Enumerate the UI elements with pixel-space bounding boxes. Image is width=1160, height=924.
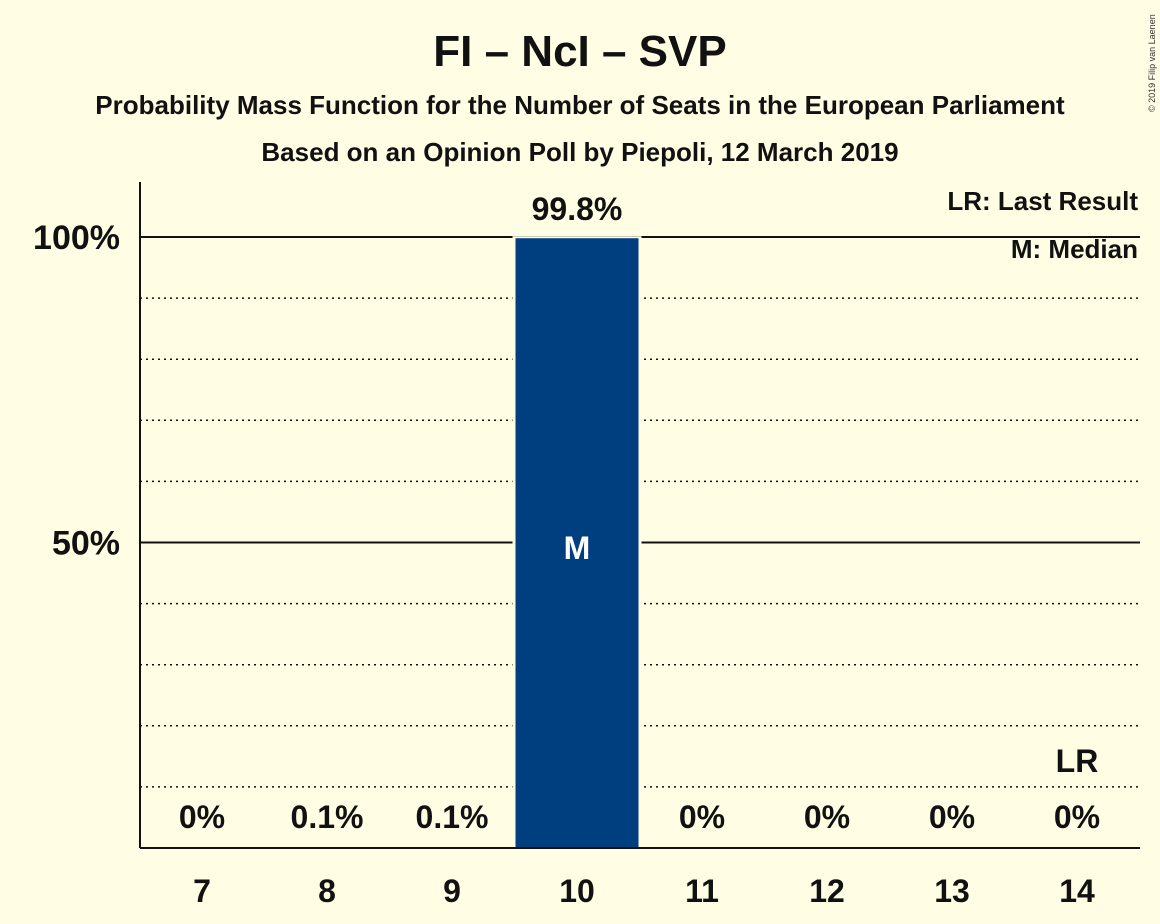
bar-value-label: 0% bbox=[804, 799, 850, 835]
bar-value-label: 0.1% bbox=[291, 799, 364, 835]
chart-subtitle: Probability Mass Function for the Number… bbox=[95, 90, 1065, 120]
x-axis-ticks: 7 8 9 10 11 12 13 14 bbox=[193, 873, 1095, 909]
value-labels: 0% 0.1% 0.1% 99.8% M 0% 0% 0% 0% LR bbox=[179, 191, 1100, 835]
median-marker: M bbox=[564, 530, 591, 566]
bar-value-label: 0% bbox=[929, 799, 975, 835]
bar-value-label: 0.1% bbox=[416, 799, 489, 835]
chart-source: Based on an Opinion Poll by Piepoli, 12 … bbox=[261, 137, 898, 167]
bar-value-label: 0% bbox=[1054, 799, 1100, 835]
bars bbox=[265, 236, 642, 849]
legend-median: M: Median bbox=[1011, 234, 1138, 264]
x-tick-label: 9 bbox=[443, 873, 461, 909]
bar-value-label: 0% bbox=[179, 799, 225, 835]
x-tick-label: 8 bbox=[318, 873, 336, 909]
chart-title: FI – NcI – SVP bbox=[433, 27, 726, 76]
x-tick-label: 11 bbox=[685, 873, 719, 909]
copyright-text: © 2019 Filip van Laenen bbox=[1147, 14, 1157, 112]
bar bbox=[515, 238, 639, 849]
y-tick-label: 100% bbox=[33, 219, 120, 257]
x-tick-label: 14 bbox=[1059, 873, 1095, 909]
legend-last-result: LR: Last Result bbox=[947, 186, 1138, 216]
y-tick-label: 50% bbox=[52, 525, 120, 563]
bar-value-label: 0% bbox=[679, 799, 725, 835]
x-tick-label: 13 bbox=[934, 873, 970, 909]
bar-value-label: 99.8% bbox=[532, 191, 623, 227]
y-axis-ticks: 50% 100% bbox=[33, 219, 120, 563]
x-tick-label: 12 bbox=[809, 873, 845, 909]
x-tick-label: 10 bbox=[559, 873, 595, 909]
last-result-marker: LR bbox=[1056, 743, 1099, 779]
x-tick-label: 7 bbox=[193, 873, 211, 909]
